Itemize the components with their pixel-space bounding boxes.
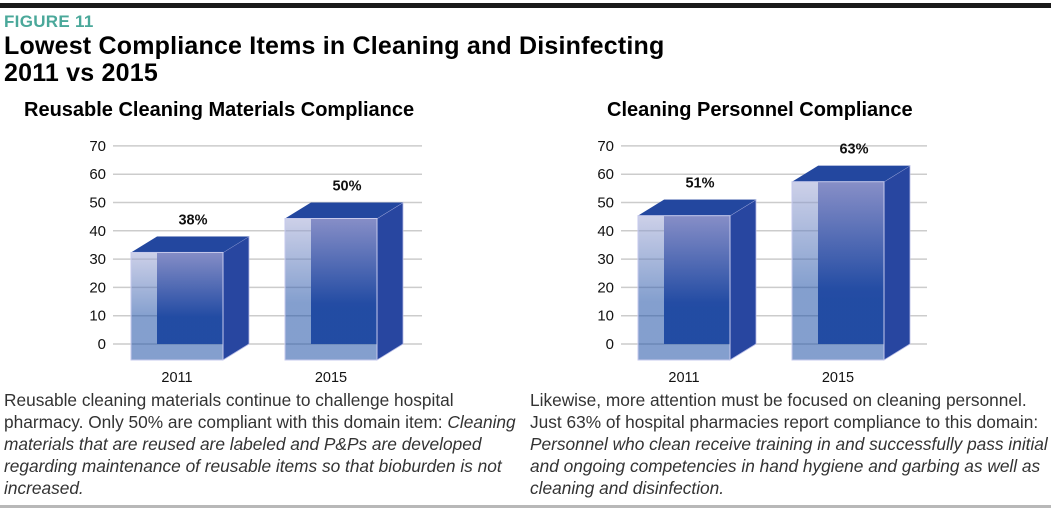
y-tick-label: 60 (597, 166, 614, 183)
figure-label: FIGURE 11 (4, 12, 94, 31)
y-tick-label: 70 (597, 138, 614, 155)
x-tick-label: 2011 (161, 370, 192, 386)
y-tick-label: 40 (597, 223, 614, 240)
caption-2-domain-item: Personnel who clean receive training in … (530, 434, 1048, 498)
y-tick-label: 0 (98, 336, 106, 353)
y-tick-label: 10 (597, 308, 614, 325)
caption-1: Reusable cleaning materials continue to … (4, 389, 524, 499)
x-tick-label: 2011 (668, 370, 699, 386)
caption-1-text: Reusable cleaning materials continue to … (4, 390, 454, 432)
chart-2: 0 10 20 30 40 50 60 70 51% 2011 63% 2015 (597, 138, 927, 386)
data-label: 38% (178, 212, 207, 228)
y-tick-label: 50 (89, 195, 106, 212)
y-tick-label: 40 (89, 223, 106, 240)
y-tick-label: 50 (597, 195, 614, 212)
bar-2015 (791, 164, 911, 361)
y-tick-label: 10 (89, 308, 106, 325)
data-label: 63% (839, 142, 868, 158)
chart-2-title: Cleaning Personnel Compliance (607, 99, 913, 121)
figure-title: Lowest Compliance Items in Cleaning and … (4, 33, 665, 87)
chart-1: 0 10 20 30 40 50 60 70 38% 2011 50% 2015 (89, 138, 422, 386)
top-rule (0, 3, 1051, 8)
figure-title-line-1: Lowest Compliance Items in Cleaning and … (4, 32, 665, 60)
y-tick-label: 0 (606, 336, 614, 353)
caption-2: Likewise, more attention must be focused… (530, 389, 1051, 499)
caption-2-text: Likewise, more attention must be focused… (530, 390, 1039, 432)
y-tick-label: 30 (597, 251, 614, 268)
chart-1-title: Reusable Cleaning Materials Compliance (24, 99, 415, 121)
y-tick-label: 70 (89, 138, 106, 155)
bar-2011 (130, 235, 250, 361)
x-tick-label: 2015 (315, 370, 347, 386)
y-tick-label: 20 (89, 279, 106, 296)
bar-2015 (284, 201, 404, 361)
y-tick-label: 60 (89, 166, 106, 183)
data-label: 50% (332, 179, 361, 195)
y-tick-label: 30 (89, 251, 106, 268)
data-label: 51% (685, 176, 714, 192)
x-tick-label: 2015 (822, 370, 854, 386)
caption-1-domain-item: Cleaning materials that are reused are l… (4, 412, 516, 498)
bottom-rule (0, 505, 1051, 508)
bar-2011 (637, 198, 757, 361)
figure-title-line-2: 2011 vs 2015 (4, 59, 158, 87)
y-tick-label: 20 (597, 279, 614, 296)
